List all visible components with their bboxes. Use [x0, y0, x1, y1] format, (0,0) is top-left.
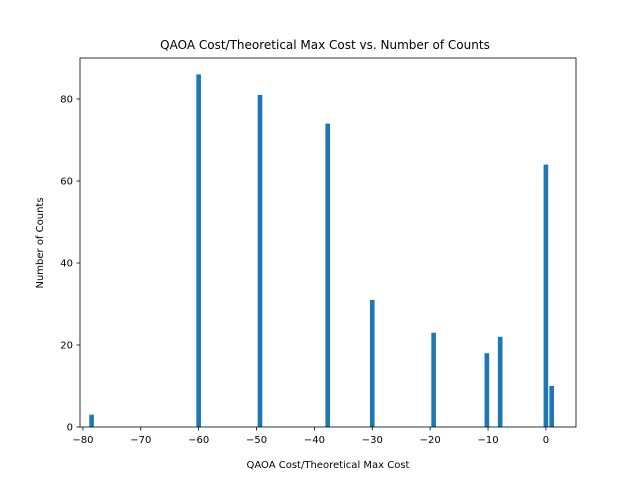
bar-7 [497, 336, 503, 427]
y-tick-label: 20 [60, 341, 73, 352]
bar-9 [549, 386, 555, 427]
x-tick-label: −70 [130, 435, 151, 446]
x-tick-label: −80 [72, 435, 93, 446]
plot-area-frame [79, 57, 577, 428]
y-tick-label: 40 [60, 259, 73, 270]
y-tick-label: 60 [60, 177, 73, 188]
x-tick-label: −60 [188, 435, 209, 446]
y-axis-label: Number of Counts [35, 197, 46, 288]
x-tick-label: −40 [304, 435, 325, 446]
bar-1 [196, 74, 201, 428]
y-tick-label: 0 [67, 423, 73, 434]
y-axis-ticks: 0 20 40 60 80 [60, 95, 80, 434]
bars-group [89, 74, 555, 428]
x-tick-label: −30 [362, 435, 383, 446]
x-tick-label: −10 [477, 435, 498, 446]
x-tick-label: 0 [543, 435, 549, 446]
bar-0 [89, 414, 94, 427]
bar-4 [369, 299, 375, 427]
x-axis-ticks: −80 −70 −60 −50 −40 −30 −20 −10 0 [72, 427, 549, 446]
x-tick-label: −20 [420, 435, 441, 446]
chart-title: QAOA Cost/Theoretical Max Cost vs. Numbe… [160, 38, 490, 52]
bar-6 [484, 353, 490, 427]
bar-3 [325, 123, 331, 427]
bar-5 [431, 332, 436, 427]
bar-8 [543, 164, 549, 427]
x-tick-label: −50 [246, 435, 267, 446]
bar-2 [257, 94, 263, 428]
y-tick-label: 80 [60, 95, 73, 106]
x-axis-label: QAOA Cost/Theoretical Max Cost [247, 460, 410, 471]
